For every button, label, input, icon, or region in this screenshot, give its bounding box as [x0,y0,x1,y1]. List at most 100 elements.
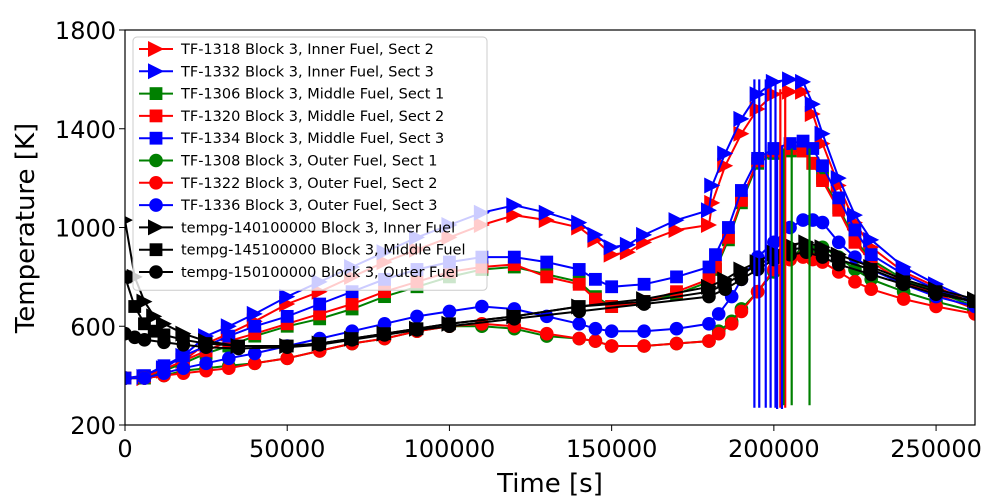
data-point [539,326,554,341]
data-point [442,319,457,334]
legend-entry: TF-1322 Block 3, Outer Fuel, Sect 2 [139,176,438,192]
data-point [814,125,831,142]
data-point [637,297,651,311]
data-point [864,267,878,282]
data-point [929,287,943,301]
x-tick-label: 250000 [890,435,982,463]
data-point [604,339,619,353]
legend-marker [148,63,164,80]
data-point [734,304,749,319]
legend-label: tempg-150100000 Block 3, Outer Fuel [181,265,459,281]
data-point [280,351,295,366]
legend-entry: TF-1306 Block 3, Middle Fuel, Sect 1 [139,87,444,103]
data-point [637,277,651,291]
legend-marker [148,219,164,236]
x-tick-label: 50000 [249,435,325,463]
data-point [832,203,846,217]
data-point [157,366,171,380]
x-tick-label: 150000 [566,435,658,463]
data-point [799,245,814,259]
data-point [571,214,588,231]
legend-label: TF-1336 Block 3, Outer Fuel, Sect 3 [180,198,438,214]
x-tick-label: 100000 [404,435,496,463]
data-point [605,280,619,294]
data-point [724,316,739,331]
data-point [668,212,685,229]
data-point [702,289,716,304]
data-point [815,215,830,230]
data-point [538,204,555,221]
legend-label: TF-1320 Block 3, Middle Fuel, Sect 2 [180,109,444,125]
data-point [863,231,880,248]
data-point [176,337,191,352]
legend-marker [149,109,163,123]
data-point [806,142,820,155]
data-point [222,361,236,376]
data-point [247,346,262,361]
data-point [604,324,619,338]
data-point [377,328,392,342]
data-point [669,321,684,336]
data-point [735,184,748,197]
legend-label: TF-1334 Block 3, Middle Fuel, Sect 3 [180,131,444,147]
data-point [125,371,132,385]
data-point [700,202,717,219]
plot-area [125,71,975,409]
data-point [603,239,620,256]
legend-entry: TF-1320 Block 3, Middle Fuel, Sect 2 [139,109,444,125]
y-tick-label: 200 [70,412,116,440]
data-point [830,170,847,187]
data-point [506,197,523,214]
legend-marker [149,265,163,279]
data-point [589,272,602,286]
data-point [804,96,821,113]
data-point [717,145,734,162]
data-point [733,125,750,142]
data-point [247,356,262,371]
data-point [312,337,327,352]
legend-box [132,36,488,291]
legend-entry: TF-1318 Block 3, Inner Fuel, Sect 2 [139,41,434,58]
data-point [589,292,602,306]
data-point [832,191,846,205]
data-point [199,340,213,355]
data-point [540,255,554,269]
legend-label: TF-1322 Block 3, Outer Fuel, Sect 2 [180,176,438,192]
data-point [831,257,846,272]
data-point [796,213,810,227]
data-point [507,312,522,326]
legend-label: TF-1306 Block 3, Middle Fuel, Sect 1 [180,87,444,103]
series-line [125,78,975,380]
x-axis-label: Time [s] [496,469,603,499]
data-point [637,339,651,353]
data-point [588,334,603,348]
data-point [700,217,717,234]
data-point [702,316,716,331]
data-point [670,270,683,284]
data-point [815,250,830,264]
data-point [636,226,653,243]
legend-marker [149,153,163,168]
data-point [138,317,151,331]
series-line [125,90,975,380]
data-point [783,137,797,150]
data-point [718,282,732,297]
data-point [572,331,586,346]
data-point [711,326,726,341]
legend-marker [149,176,163,190]
data-point [572,277,586,291]
data-point [750,284,765,299]
data-point [231,341,246,356]
data-point [796,144,810,158]
data-point [475,299,489,314]
data-point [147,324,161,338]
data-point [507,250,521,264]
legend-entry: TF-1334 Block 3, Middle Fuel, Sect 3 [139,131,444,147]
data-point [669,336,684,351]
data-point [176,361,191,376]
data-point [846,207,863,224]
data-point [442,304,457,319]
data-point [848,275,862,289]
legend-marker [148,41,164,57]
